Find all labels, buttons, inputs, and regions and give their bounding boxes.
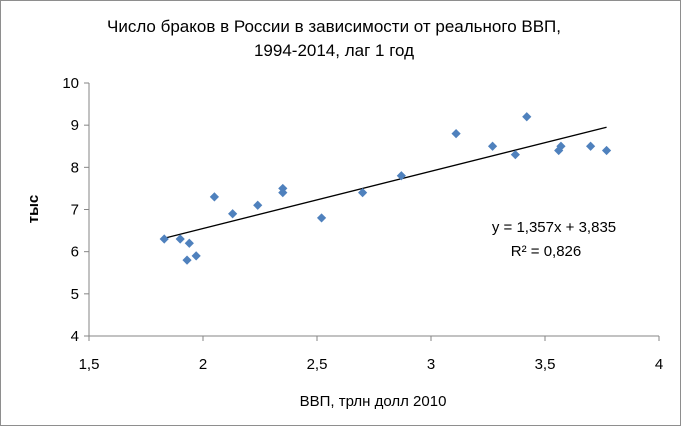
trendline-equation: y = 1,357x + 3,835 bbox=[492, 219, 616, 236]
x-tick-label: 3,5 bbox=[535, 356, 556, 373]
data-point bbox=[316, 213, 327, 223]
data-point bbox=[451, 129, 461, 139]
y-tick-labels: 4 5 6 7 8 9 10 bbox=[62, 75, 79, 345]
data-point bbox=[278, 188, 288, 198]
x-tick-label: 2 bbox=[199, 356, 207, 373]
x-tick-label: 3 bbox=[427, 356, 435, 373]
y-tick-label: 6 bbox=[71, 244, 79, 261]
data-point bbox=[209, 192, 219, 202]
data-point bbox=[586, 141, 596, 151]
y-tick-label: 9 bbox=[71, 117, 79, 134]
data-point bbox=[182, 255, 192, 265]
data-point bbox=[556, 141, 566, 151]
trendline bbox=[164, 126, 607, 239]
data-point bbox=[487, 141, 498, 151]
trendline-layer bbox=[164, 126, 607, 239]
y-tick-label: 4 bbox=[71, 328, 79, 345]
data-point bbox=[396, 171, 406, 181]
data-point bbox=[522, 112, 532, 122]
y-tick-label: 10 bbox=[62, 75, 79, 92]
data-point bbox=[601, 145, 612, 156]
data-point bbox=[358, 188, 368, 198]
x-tick-labels: 1,5 2 2,5 3 3,5 4 bbox=[79, 356, 664, 373]
trendline-r-squared: R² = 0,826 bbox=[511, 243, 581, 260]
x-axis-label: ВВП, трлн долл 2010 bbox=[300, 393, 447, 410]
data-point bbox=[554, 145, 564, 156]
y-tick-label: 5 bbox=[71, 286, 79, 303]
data-points bbox=[159, 112, 612, 265]
data-point bbox=[159, 234, 169, 244]
data-point bbox=[191, 251, 201, 261]
x-tick-label: 2,5 bbox=[307, 356, 328, 373]
y-tick-label: 7 bbox=[71, 202, 79, 219]
plot-axes bbox=[84, 82, 660, 341]
chart-title-line2: 1994-2014, лаг 1 год bbox=[254, 41, 414, 60]
data-point bbox=[175, 234, 185, 244]
chart-title-line1: Число браков в России в зависимости от р… bbox=[107, 17, 561, 36]
x-tick-label: 1,5 bbox=[79, 356, 100, 373]
y-axis-label: тыс bbox=[25, 195, 42, 224]
data-point bbox=[184, 238, 194, 248]
y-tick-label: 8 bbox=[71, 159, 79, 176]
data-point bbox=[510, 150, 520, 160]
data-point bbox=[253, 200, 263, 210]
data-point bbox=[228, 209, 238, 219]
x-tick-label: 4 bbox=[655, 356, 663, 373]
